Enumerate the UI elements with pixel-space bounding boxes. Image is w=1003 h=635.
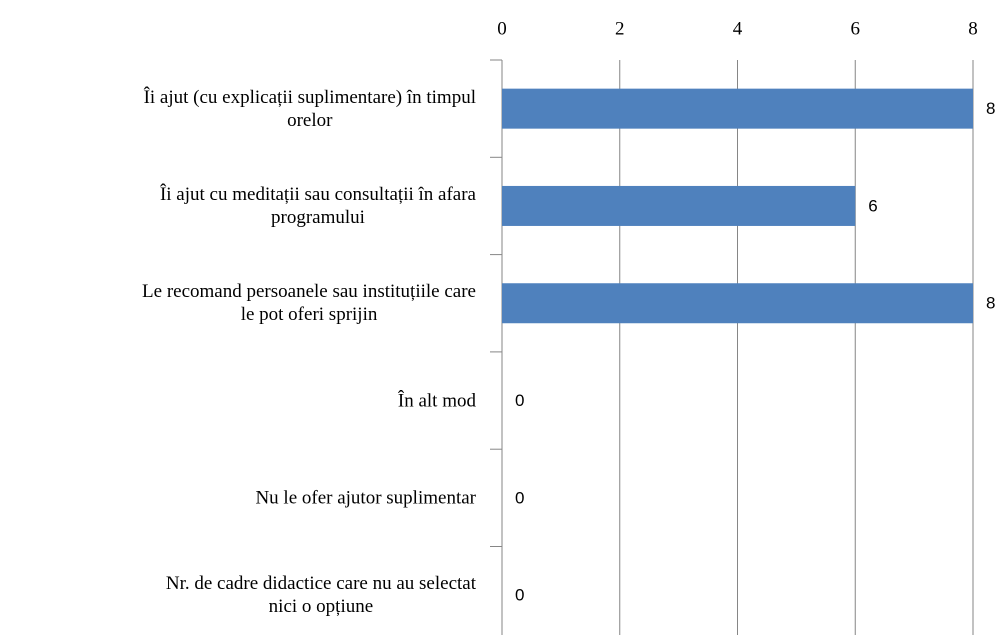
- value-label: 0: [515, 586, 524, 605]
- value-label: 8: [986, 99, 995, 118]
- x-tick-label: 2: [615, 18, 625, 39]
- x-tick-label: 0: [497, 18, 507, 39]
- category-label: Nu le ofer ajutor suplimentar: [255, 487, 476, 509]
- bar: [502, 185, 856, 226]
- x-tick-label: 4: [733, 18, 743, 39]
- value-label: 0: [515, 391, 524, 410]
- category-label: În alt mod: [397, 390, 476, 412]
- category-label: Îi ajut cu meditații sau consultații în …: [159, 183, 476, 228]
- value-label: 8: [986, 294, 995, 313]
- value-label: 0: [515, 488, 524, 507]
- bar: [502, 283, 973, 324]
- category-label: Nr. de cadre didactice care nu au select…: [165, 573, 476, 618]
- category-label: Îi ajut (cu explicații suplimentare) în …: [143, 86, 476, 131]
- bar: [502, 88, 973, 129]
- value-label: 6: [868, 196, 877, 215]
- category-label: Le recomand persoanele sau instituțiile …: [142, 281, 476, 326]
- x-tick-label: 8: [968, 18, 978, 39]
- x-tick-label: 6: [851, 18, 861, 39]
